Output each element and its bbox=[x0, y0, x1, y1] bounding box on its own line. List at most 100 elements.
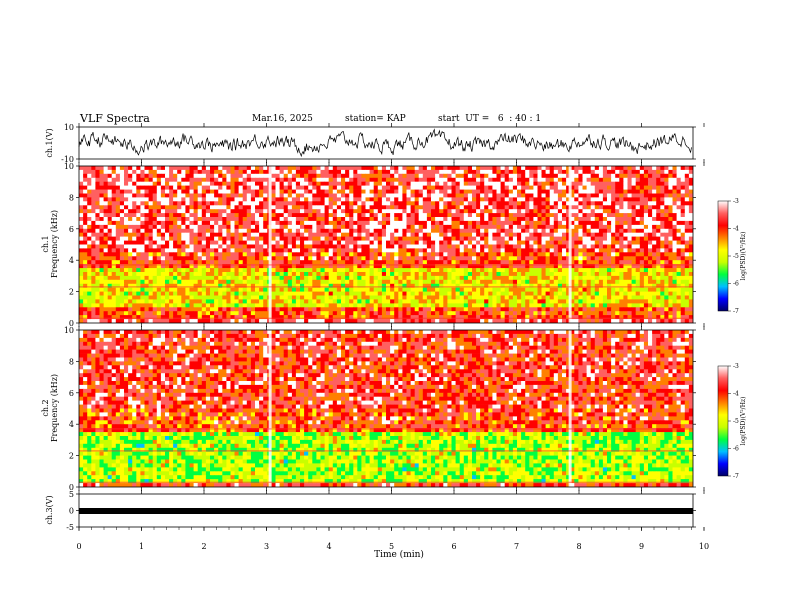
spectrogram-cell bbox=[250, 252, 256, 257]
spectrogram-cell bbox=[259, 232, 264, 237]
spectrogram-cell bbox=[570, 244, 575, 249]
spectrogram-cell bbox=[484, 228, 489, 234]
spectrogram-cell bbox=[210, 252, 215, 257]
spectrogram-cell bbox=[111, 283, 117, 289]
spectrogram-cell bbox=[165, 272, 170, 277]
spectrogram-cell bbox=[365, 268, 370, 273]
spectrogram-cell bbox=[189, 209, 194, 214]
spectrogram-cell bbox=[152, 232, 158, 237]
spectrogram-cell bbox=[132, 193, 137, 198]
spectrogram-cell bbox=[357, 209, 362, 214]
spectrogram-cell bbox=[643, 224, 649, 230]
spectrogram-cell bbox=[631, 189, 637, 194]
spectrogram-cell bbox=[230, 209, 235, 214]
spectrogram-cell bbox=[508, 275, 514, 281]
spectrogram-cell bbox=[300, 201, 305, 206]
spectrogram-cell bbox=[656, 268, 661, 273]
spectrogram-cell bbox=[345, 291, 350, 296]
spectrogram-cell bbox=[279, 185, 285, 190]
spectrogram-cell bbox=[435, 287, 440, 292]
spectrogram-cell bbox=[242, 193, 248, 198]
spectrogram-cell bbox=[496, 193, 501, 198]
spectrogram-cell bbox=[402, 166, 407, 171]
spectrogram-cell bbox=[316, 264, 321, 269]
spectrogram-cell bbox=[508, 252, 514, 257]
spectrogram-cell bbox=[295, 283, 301, 289]
spectrogram-cell bbox=[476, 201, 481, 206]
spectrogram-cell bbox=[418, 220, 424, 226]
spectrogram-cell bbox=[234, 189, 239, 194]
spectrogram-cell bbox=[136, 189, 141, 194]
spectrogram-cell bbox=[570, 217, 575, 222]
spectrogram-cell bbox=[537, 189, 542, 194]
spectrogram-cell bbox=[205, 283, 211, 289]
spectrogram-cell bbox=[631, 169, 637, 175]
spectrogram-cell bbox=[643, 181, 649, 186]
spectrogram-cell bbox=[250, 224, 256, 230]
spectrogram-cell bbox=[308, 283, 313, 289]
spectrogram-cell bbox=[406, 256, 411, 261]
spectrogram-cell bbox=[99, 173, 104, 179]
spectrogram-cell bbox=[193, 220, 199, 226]
spectrogram-cell bbox=[283, 224, 289, 230]
spectrogram-cell bbox=[160, 279, 166, 285]
spectrogram-cell bbox=[598, 197, 604, 202]
spectrogram-cell bbox=[287, 205, 293, 210]
spectrogram-cell bbox=[459, 193, 465, 198]
spectrogram-cell bbox=[283, 173, 289, 179]
spectrogram-cell bbox=[91, 279, 96, 285]
spectrogram-cell bbox=[431, 272, 436, 277]
spectrogram-cell bbox=[648, 287, 653, 292]
spectrogram-cell bbox=[578, 228, 583, 234]
spectrogram-cell bbox=[357, 181, 362, 186]
spectrogram-cell bbox=[590, 220, 596, 226]
spectrogram-cell bbox=[189, 268, 194, 273]
spectrogram-cell bbox=[615, 213, 620, 218]
spectrogram-cell bbox=[255, 193, 260, 198]
spectrogram-cell bbox=[381, 275, 387, 281]
spectrogram-cell bbox=[472, 272, 477, 277]
spectrogram-cell bbox=[672, 197, 677, 202]
spectrogram-cell bbox=[578, 248, 583, 253]
spectrogram-cell bbox=[197, 193, 203, 198]
spectrogram-cell bbox=[271, 256, 276, 261]
spectrogram-cell bbox=[594, 185, 600, 190]
spectrogram-cell bbox=[492, 283, 497, 289]
spectrogram-cell bbox=[594, 201, 600, 206]
spectrogram-cell bbox=[484, 291, 489, 296]
spectrogram-cell bbox=[210, 224, 215, 230]
spectrogram-cell bbox=[680, 193, 686, 198]
spectrogram-cell bbox=[639, 232, 645, 237]
spectrogram-cell bbox=[345, 287, 350, 292]
spectrogram-cell bbox=[598, 232, 604, 237]
spectrogram-cell bbox=[586, 264, 592, 269]
spectrogram-cell bbox=[623, 228, 628, 234]
spectrogram-cell bbox=[218, 272, 223, 277]
spectrogram-cell bbox=[426, 252, 432, 257]
spectrogram-cell bbox=[345, 228, 350, 234]
spectrogram-cell bbox=[676, 169, 682, 175]
spectrogram-cell bbox=[365, 217, 370, 222]
spectrogram-cell bbox=[152, 244, 158, 249]
spectrogram-cell bbox=[590, 272, 596, 277]
spectrogram-cell bbox=[537, 228, 542, 234]
spectrogram-cell bbox=[304, 279, 309, 285]
spectrogram-cell bbox=[79, 185, 84, 190]
spectrogram-cell bbox=[295, 185, 301, 190]
spectrogram-cell bbox=[447, 268, 452, 273]
spectrogram-cell bbox=[627, 268, 632, 273]
spectrogram-cell bbox=[660, 248, 665, 253]
spectrogram-cell bbox=[390, 264, 395, 269]
spectrogram-cell bbox=[136, 177, 141, 183]
spectrogram-cell bbox=[648, 228, 653, 234]
spectrogram-cell bbox=[545, 197, 551, 202]
spectrogram-cell bbox=[222, 181, 227, 186]
spectrogram-cell bbox=[181, 295, 186, 300]
spectrogram-cell bbox=[611, 244, 616, 249]
spectrogram-cell bbox=[635, 217, 641, 222]
spectrogram-cell bbox=[390, 228, 395, 234]
spectrogram-cell bbox=[308, 205, 313, 210]
spectrogram-cell bbox=[517, 181, 522, 186]
spectrogram-cell bbox=[557, 169, 563, 175]
spectrogram-cell bbox=[210, 264, 215, 269]
